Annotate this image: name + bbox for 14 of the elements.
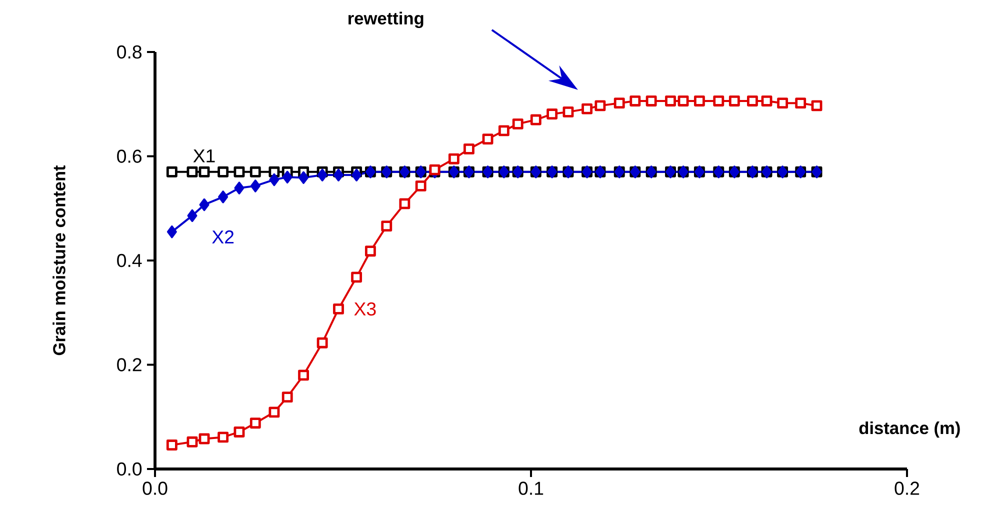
x-axis-title: distance (m) xyxy=(859,421,960,438)
y-tick-label: 0.2 xyxy=(117,358,142,372)
x-tick-label: 0.1 xyxy=(518,482,544,495)
series-label: X3 xyxy=(354,302,376,316)
y-tick-label: 0.4 xyxy=(117,254,142,268)
y-tick-label: 0.8 xyxy=(117,45,142,59)
y-tick-label: 0.0 xyxy=(117,462,142,476)
legend-label: X1 xyxy=(193,149,215,162)
x-tick-label: 0.2 xyxy=(894,482,920,495)
text: rewetting xyxy=(348,12,424,28)
series-label: X2 xyxy=(212,230,234,244)
x-tick-label: 0.0 xyxy=(142,482,168,495)
y-axis-title: Grain moisture content xyxy=(52,165,66,356)
y-tick-label: 0.6 xyxy=(117,150,142,163)
